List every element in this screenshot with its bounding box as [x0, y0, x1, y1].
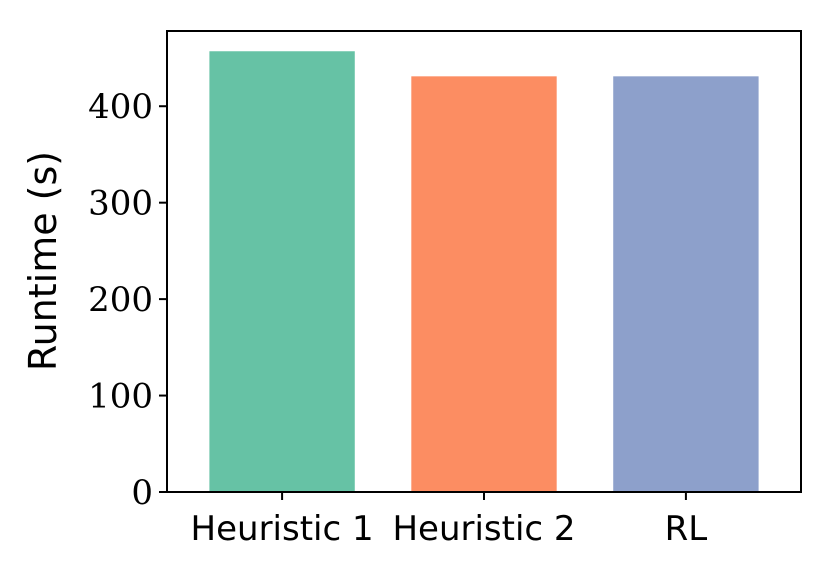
- x-tick-label: Heuristic 1: [191, 509, 374, 549]
- bar-heuristic-1: [209, 51, 355, 492]
- y-axis-ticks: 0 100 200 300 400: [88, 87, 167, 513]
- y-tick-label: 100: [88, 377, 153, 417]
- bar-heuristic-2: [411, 76, 557, 492]
- x-axis-ticks: Heuristic 1 Heuristic 2 RL: [191, 492, 708, 549]
- bar-rl: [613, 76, 759, 492]
- x-tick-label: Heuristic 2: [392, 509, 575, 549]
- y-tick-label: 300: [88, 184, 153, 224]
- bars-group: [209, 51, 759, 492]
- y-axis-label: Runtime (s): [21, 151, 65, 371]
- x-tick-label: RL: [665, 509, 708, 549]
- y-tick-label: 0: [131, 473, 153, 513]
- y-tick-label: 400: [88, 87, 153, 127]
- y-tick-label: 200: [88, 280, 153, 320]
